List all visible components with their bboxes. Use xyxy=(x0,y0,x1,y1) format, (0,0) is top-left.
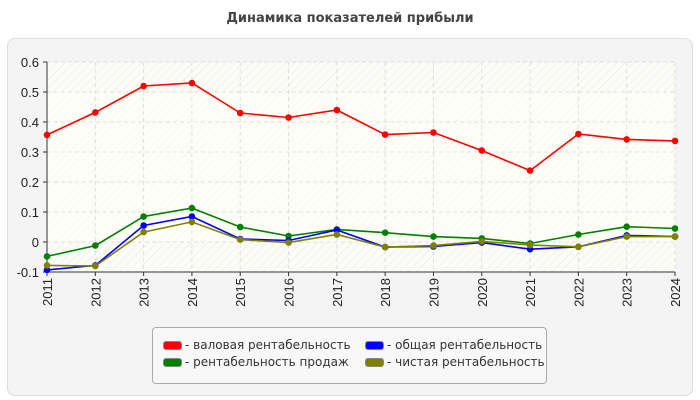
legend: - валовая рентабельность - рентабельност… xyxy=(152,327,547,384)
data-point xyxy=(333,231,341,238)
legend-swatch xyxy=(365,357,384,367)
x-tick-label: 2017 xyxy=(330,278,345,307)
legend-label: - рентабельность продаж xyxy=(185,355,349,369)
plot-band xyxy=(47,92,675,242)
data-point xyxy=(623,136,630,143)
data-point xyxy=(43,131,51,139)
x-tick-label: 2020 xyxy=(475,278,490,307)
y-tick-label: 0.3 xyxy=(21,145,39,160)
y-tick-label: 0.6 xyxy=(21,55,39,70)
x-tick-label: 2015 xyxy=(233,278,248,307)
data-point xyxy=(623,233,630,240)
data-point xyxy=(333,106,341,114)
x-tick-label: 2018 xyxy=(378,278,393,307)
data-point xyxy=(188,204,196,212)
data-point xyxy=(381,131,389,138)
data-point xyxy=(381,243,389,251)
legend-swatch xyxy=(163,357,182,367)
data-point xyxy=(92,262,99,270)
legend-swatch xyxy=(365,340,384,350)
y-tick-label: 0.1 xyxy=(21,205,39,220)
data-point xyxy=(43,253,51,260)
y-tick-label: 0.5 xyxy=(21,85,39,100)
legend-item-total-margin: - общая рентабельность xyxy=(365,338,542,352)
x-tick-label: 2022 xyxy=(571,278,586,307)
data-point xyxy=(478,238,486,245)
data-point xyxy=(526,167,534,174)
y-tick-label: 0 xyxy=(32,235,39,250)
series-line xyxy=(46,221,675,267)
legend-label: - чистая рентабельность xyxy=(387,355,545,369)
data-point xyxy=(285,239,292,246)
data-point xyxy=(575,243,582,251)
chart-title: Динамика показателей прибыли xyxy=(226,11,474,26)
data-point xyxy=(188,213,196,220)
x-tick-label: 2016 xyxy=(282,278,297,307)
x-tick-label: 2011 xyxy=(40,278,55,306)
y-tick-label: -0.1 xyxy=(17,265,39,280)
y-tick-label: 0.2 xyxy=(21,175,39,190)
data-point xyxy=(430,242,437,249)
x-tick-label: 2012 xyxy=(88,278,103,307)
data-point xyxy=(381,229,389,236)
x-tick-label: 2023 xyxy=(620,278,635,307)
data-point xyxy=(188,79,196,87)
legend-label: - валовая рентабельность xyxy=(185,338,351,352)
data-point xyxy=(140,228,147,236)
series-line xyxy=(46,82,676,172)
data-point xyxy=(236,236,244,243)
series-line xyxy=(46,207,676,258)
data-point xyxy=(92,109,99,116)
x-tick-label: 2024 xyxy=(668,278,683,307)
data-point xyxy=(188,218,196,226)
legend-item-sales-margin: - рентабельность продаж xyxy=(163,355,349,369)
legend-label: - общая рентабельность xyxy=(387,338,543,352)
legend-swatch xyxy=(163,340,182,350)
data-point xyxy=(285,114,292,121)
data-point xyxy=(430,233,437,240)
x-tick-label: 2019 xyxy=(426,278,441,307)
data-point xyxy=(92,242,99,249)
data-point xyxy=(623,223,630,230)
data-point xyxy=(671,225,679,232)
data-point xyxy=(140,213,147,220)
data-point xyxy=(671,233,679,240)
data-point xyxy=(236,223,244,231)
data-point xyxy=(671,137,679,145)
x-tick-label: 2014 xyxy=(185,278,200,307)
data-point xyxy=(478,147,486,154)
data-point xyxy=(575,130,582,138)
y-tick-label: 0.4 xyxy=(21,115,39,130)
data-point xyxy=(430,129,437,136)
data-point xyxy=(526,241,534,249)
data-point xyxy=(140,222,147,229)
x-tick-label: 2013 xyxy=(137,278,152,307)
data-point xyxy=(140,82,147,90)
data-point xyxy=(575,231,582,238)
data-point xyxy=(43,262,51,269)
legend-item-net-margin: - чистая рентабельность xyxy=(365,355,545,369)
data-point xyxy=(236,109,244,117)
legend-item-gross-margin: - валовая рентабельность xyxy=(163,338,351,352)
x-tick-label: 2021 xyxy=(523,278,538,307)
